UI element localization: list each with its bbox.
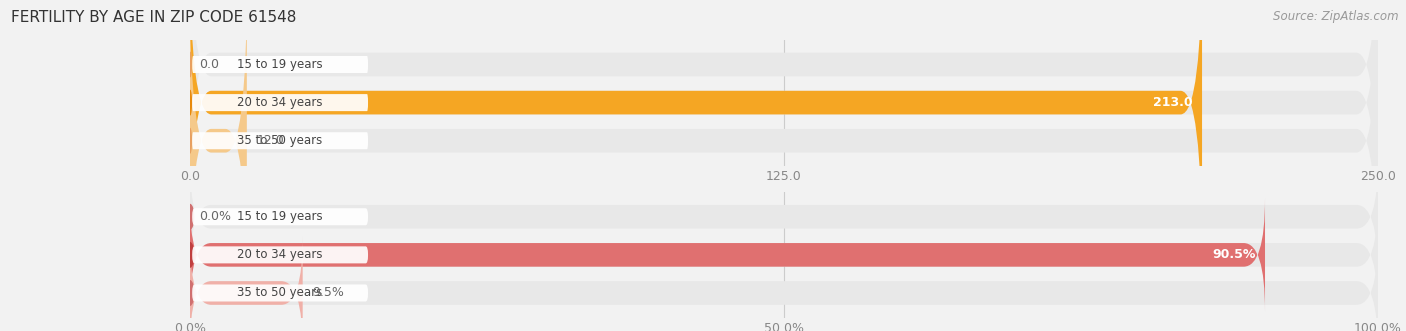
FancyBboxPatch shape bbox=[193, 284, 368, 302]
Circle shape bbox=[188, 52, 191, 77]
FancyBboxPatch shape bbox=[193, 208, 368, 225]
Circle shape bbox=[186, 243, 194, 267]
FancyBboxPatch shape bbox=[190, 198, 1265, 312]
Text: 15 to 19 years: 15 to 19 years bbox=[238, 210, 323, 223]
Text: 0.0: 0.0 bbox=[200, 58, 219, 71]
Text: 15 to 19 years: 15 to 19 years bbox=[238, 58, 323, 71]
Text: Source: ZipAtlas.com: Source: ZipAtlas.com bbox=[1274, 10, 1399, 23]
FancyBboxPatch shape bbox=[190, 0, 1378, 224]
Text: 213.0: 213.0 bbox=[1153, 96, 1192, 109]
FancyBboxPatch shape bbox=[190, 0, 1378, 262]
FancyBboxPatch shape bbox=[193, 94, 368, 111]
Circle shape bbox=[188, 90, 191, 115]
FancyBboxPatch shape bbox=[190, 198, 1378, 312]
Text: 20 to 34 years: 20 to 34 years bbox=[238, 96, 323, 109]
Text: FERTILITY BY AGE IN ZIP CODE 61548: FERTILITY BY AGE IN ZIP CODE 61548 bbox=[11, 10, 297, 25]
Text: 35 to 50 years: 35 to 50 years bbox=[238, 134, 323, 147]
Text: 35 to 50 years: 35 to 50 years bbox=[238, 287, 323, 300]
Text: 0.0%: 0.0% bbox=[200, 210, 232, 223]
FancyBboxPatch shape bbox=[193, 132, 368, 149]
Circle shape bbox=[188, 128, 191, 153]
Text: 90.5%: 90.5% bbox=[1212, 248, 1256, 261]
Text: 20 to 34 years: 20 to 34 years bbox=[238, 248, 323, 261]
FancyBboxPatch shape bbox=[193, 246, 368, 263]
FancyBboxPatch shape bbox=[193, 56, 368, 73]
Circle shape bbox=[186, 281, 194, 305]
FancyBboxPatch shape bbox=[190, 236, 1378, 331]
FancyBboxPatch shape bbox=[190, 0, 1378, 301]
Text: 9.5%: 9.5% bbox=[312, 287, 344, 300]
FancyBboxPatch shape bbox=[190, 0, 247, 301]
Text: 12.0: 12.0 bbox=[256, 134, 284, 147]
FancyBboxPatch shape bbox=[190, 236, 302, 331]
FancyBboxPatch shape bbox=[190, 0, 1202, 262]
Circle shape bbox=[186, 205, 194, 229]
FancyBboxPatch shape bbox=[190, 160, 1378, 273]
